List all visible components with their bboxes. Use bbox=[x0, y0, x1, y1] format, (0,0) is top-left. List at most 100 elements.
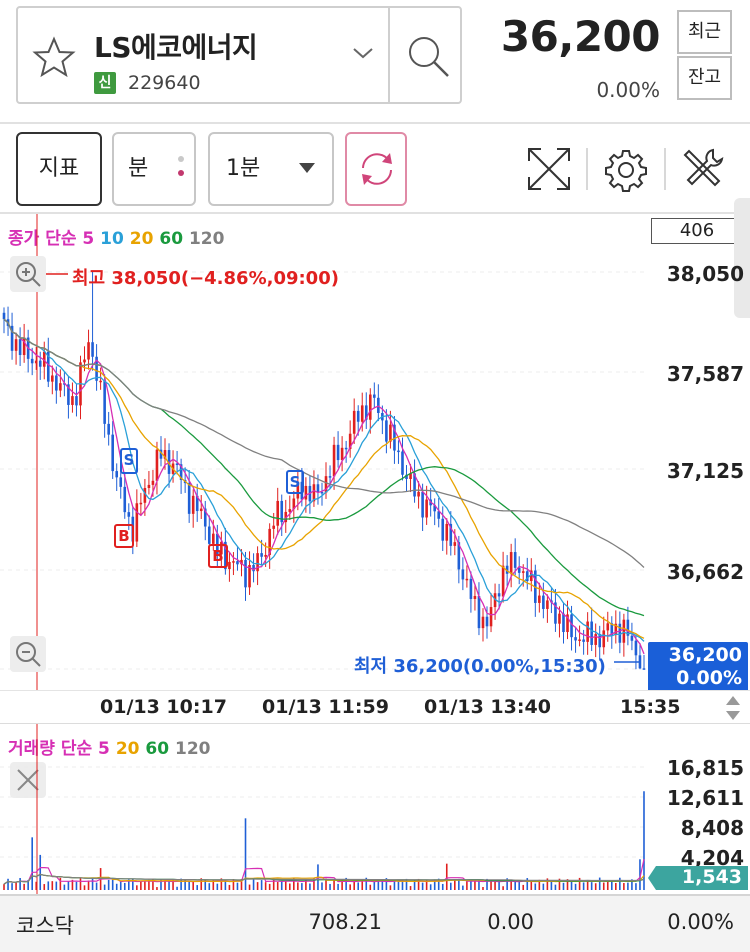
star-icon[interactable] bbox=[32, 36, 76, 78]
vol-legend-ma120: 120 bbox=[175, 739, 211, 759]
candle-body bbox=[268, 528, 271, 555]
sell-signal[interactable]: S bbox=[286, 470, 304, 494]
candle-body bbox=[348, 433, 352, 450]
resize-arrows-icon[interactable] bbox=[724, 695, 742, 721]
balance-button[interactable]: 잔고 bbox=[677, 56, 732, 100]
candle-body bbox=[256, 553, 259, 572]
candle-body bbox=[445, 523, 449, 541]
zoom-out-icon bbox=[16, 642, 41, 667]
candle-body bbox=[542, 595, 545, 609]
stock-selector[interactable]: LS에코에너지 신 229640 bbox=[16, 6, 462, 104]
candle-body bbox=[324, 476, 328, 493]
candle-body bbox=[240, 559, 243, 565]
candle-body bbox=[115, 471, 119, 478]
candle-body bbox=[578, 639, 581, 641]
candle-body bbox=[175, 463, 179, 466]
candle-body bbox=[95, 356, 98, 381]
candle-body bbox=[87, 342, 90, 360]
candle-body bbox=[485, 616, 489, 627]
buy-signal[interactable]: B bbox=[208, 544, 228, 568]
ma-line-5 bbox=[3, 318, 645, 655]
legend-ma120: 120 bbox=[188, 229, 225, 249]
candle-body bbox=[344, 447, 348, 450]
buy-signal[interactable]: B bbox=[114, 524, 134, 548]
candle-body bbox=[393, 424, 396, 451]
candle-body bbox=[228, 561, 231, 570]
candle-body bbox=[505, 565, 509, 574]
toolbar-divider bbox=[586, 148, 588, 190]
tools-icon[interactable] bbox=[680, 146, 726, 192]
scroll-handle[interactable] bbox=[734, 198, 750, 318]
divider bbox=[388, 8, 390, 102]
candle-body bbox=[642, 668, 646, 670]
candle-body bbox=[413, 473, 416, 497]
candle-body bbox=[135, 503, 139, 542]
index-value: 708.21 bbox=[308, 910, 382, 934]
candle-body bbox=[304, 485, 308, 500]
x-tick: 01/13 10:17 bbox=[100, 696, 227, 718]
market-index-bar[interactable]: 코스닥 708.21 0.00 0.00% bbox=[0, 894, 750, 952]
candle-body bbox=[598, 634, 602, 648]
candle-body bbox=[385, 420, 388, 442]
index-name: 코스닥 bbox=[16, 914, 74, 938]
price-plot bbox=[0, 214, 648, 690]
candle-body bbox=[316, 484, 320, 492]
candle-body bbox=[481, 616, 485, 629]
search-icon[interactable] bbox=[404, 32, 452, 80]
refresh-button[interactable] bbox=[345, 132, 407, 206]
candle-body bbox=[300, 481, 304, 500]
candle-body bbox=[22, 337, 26, 356]
sell-signal[interactable]: S bbox=[120, 448, 138, 474]
ma-legend: 종가 단순 5 10 20 60 120 bbox=[8, 224, 224, 249]
candle-body bbox=[232, 561, 235, 563]
x-tick: 01/13 11:59 bbox=[262, 696, 389, 718]
minute-button[interactable]: 분 bbox=[112, 132, 196, 206]
count-box: 406 bbox=[651, 218, 743, 244]
candle-body bbox=[71, 396, 74, 405]
volume-legend: 거래량 단순 5 20 60 120 bbox=[8, 734, 211, 759]
credit-badge: 신 bbox=[94, 72, 116, 94]
candle-body bbox=[220, 541, 223, 555]
candle-body bbox=[280, 500, 284, 523]
zoom-out-button[interactable] bbox=[10, 636, 46, 672]
legend-ma5: 5 bbox=[82, 229, 95, 249]
candle-body bbox=[405, 474, 408, 480]
stock-header: LS에코에너지 신 229640 36,200 0.00% 최근 잔고 bbox=[0, 0, 750, 122]
expand-icon[interactable] bbox=[526, 146, 572, 192]
candle-body bbox=[566, 614, 569, 633]
candle-body bbox=[441, 518, 445, 541]
candle-body bbox=[34, 360, 38, 364]
candle-body bbox=[614, 623, 618, 636]
candle-body bbox=[18, 339, 22, 356]
x-tick: 01/13 13:40 bbox=[424, 696, 551, 718]
candle-body bbox=[103, 380, 106, 424]
candle-body bbox=[151, 480, 155, 485]
candle-body bbox=[139, 502, 143, 505]
candle-body bbox=[449, 523, 453, 546]
candle-body bbox=[461, 569, 465, 580]
gear-icon[interactable] bbox=[604, 148, 648, 192]
candle-body bbox=[453, 542, 457, 546]
candle-body bbox=[465, 578, 469, 581]
candle-body bbox=[119, 477, 123, 487]
candle-body bbox=[433, 505, 436, 512]
candle-body bbox=[477, 595, 481, 629]
indicator-button[interactable]: 지표 bbox=[16, 132, 102, 206]
interval-select[interactable]: 1분 bbox=[208, 132, 334, 206]
low-annotation: 최저 36,200(0.00%,15:30) bbox=[354, 656, 606, 677]
candle-body bbox=[244, 559, 247, 588]
close-volume-button[interactable] bbox=[10, 762, 46, 798]
vol-y-tick: 16,815 bbox=[666, 756, 744, 780]
candle-body bbox=[602, 630, 606, 648]
index-change: 0.00 bbox=[487, 910, 534, 934]
caret-down-icon bbox=[299, 163, 315, 173]
candle-body bbox=[586, 621, 589, 642]
recent-button[interactable]: 최근 bbox=[677, 10, 732, 54]
chevron-down-icon[interactable] bbox=[352, 46, 374, 60]
price-chart[interactable]: 종가 단순 5 10 20 60 120 406 38,050 37,587 3… bbox=[0, 198, 750, 692]
candle-body bbox=[509, 552, 513, 574]
candle-body bbox=[638, 655, 642, 669]
zoom-in-button[interactable] bbox=[10, 256, 46, 292]
volume-chart[interactable]: 거래량 단순 5 20 60 120 16,815 12,611 8,408 4… bbox=[0, 724, 750, 894]
vol-legend-title: 거래량 단순 bbox=[8, 739, 93, 759]
